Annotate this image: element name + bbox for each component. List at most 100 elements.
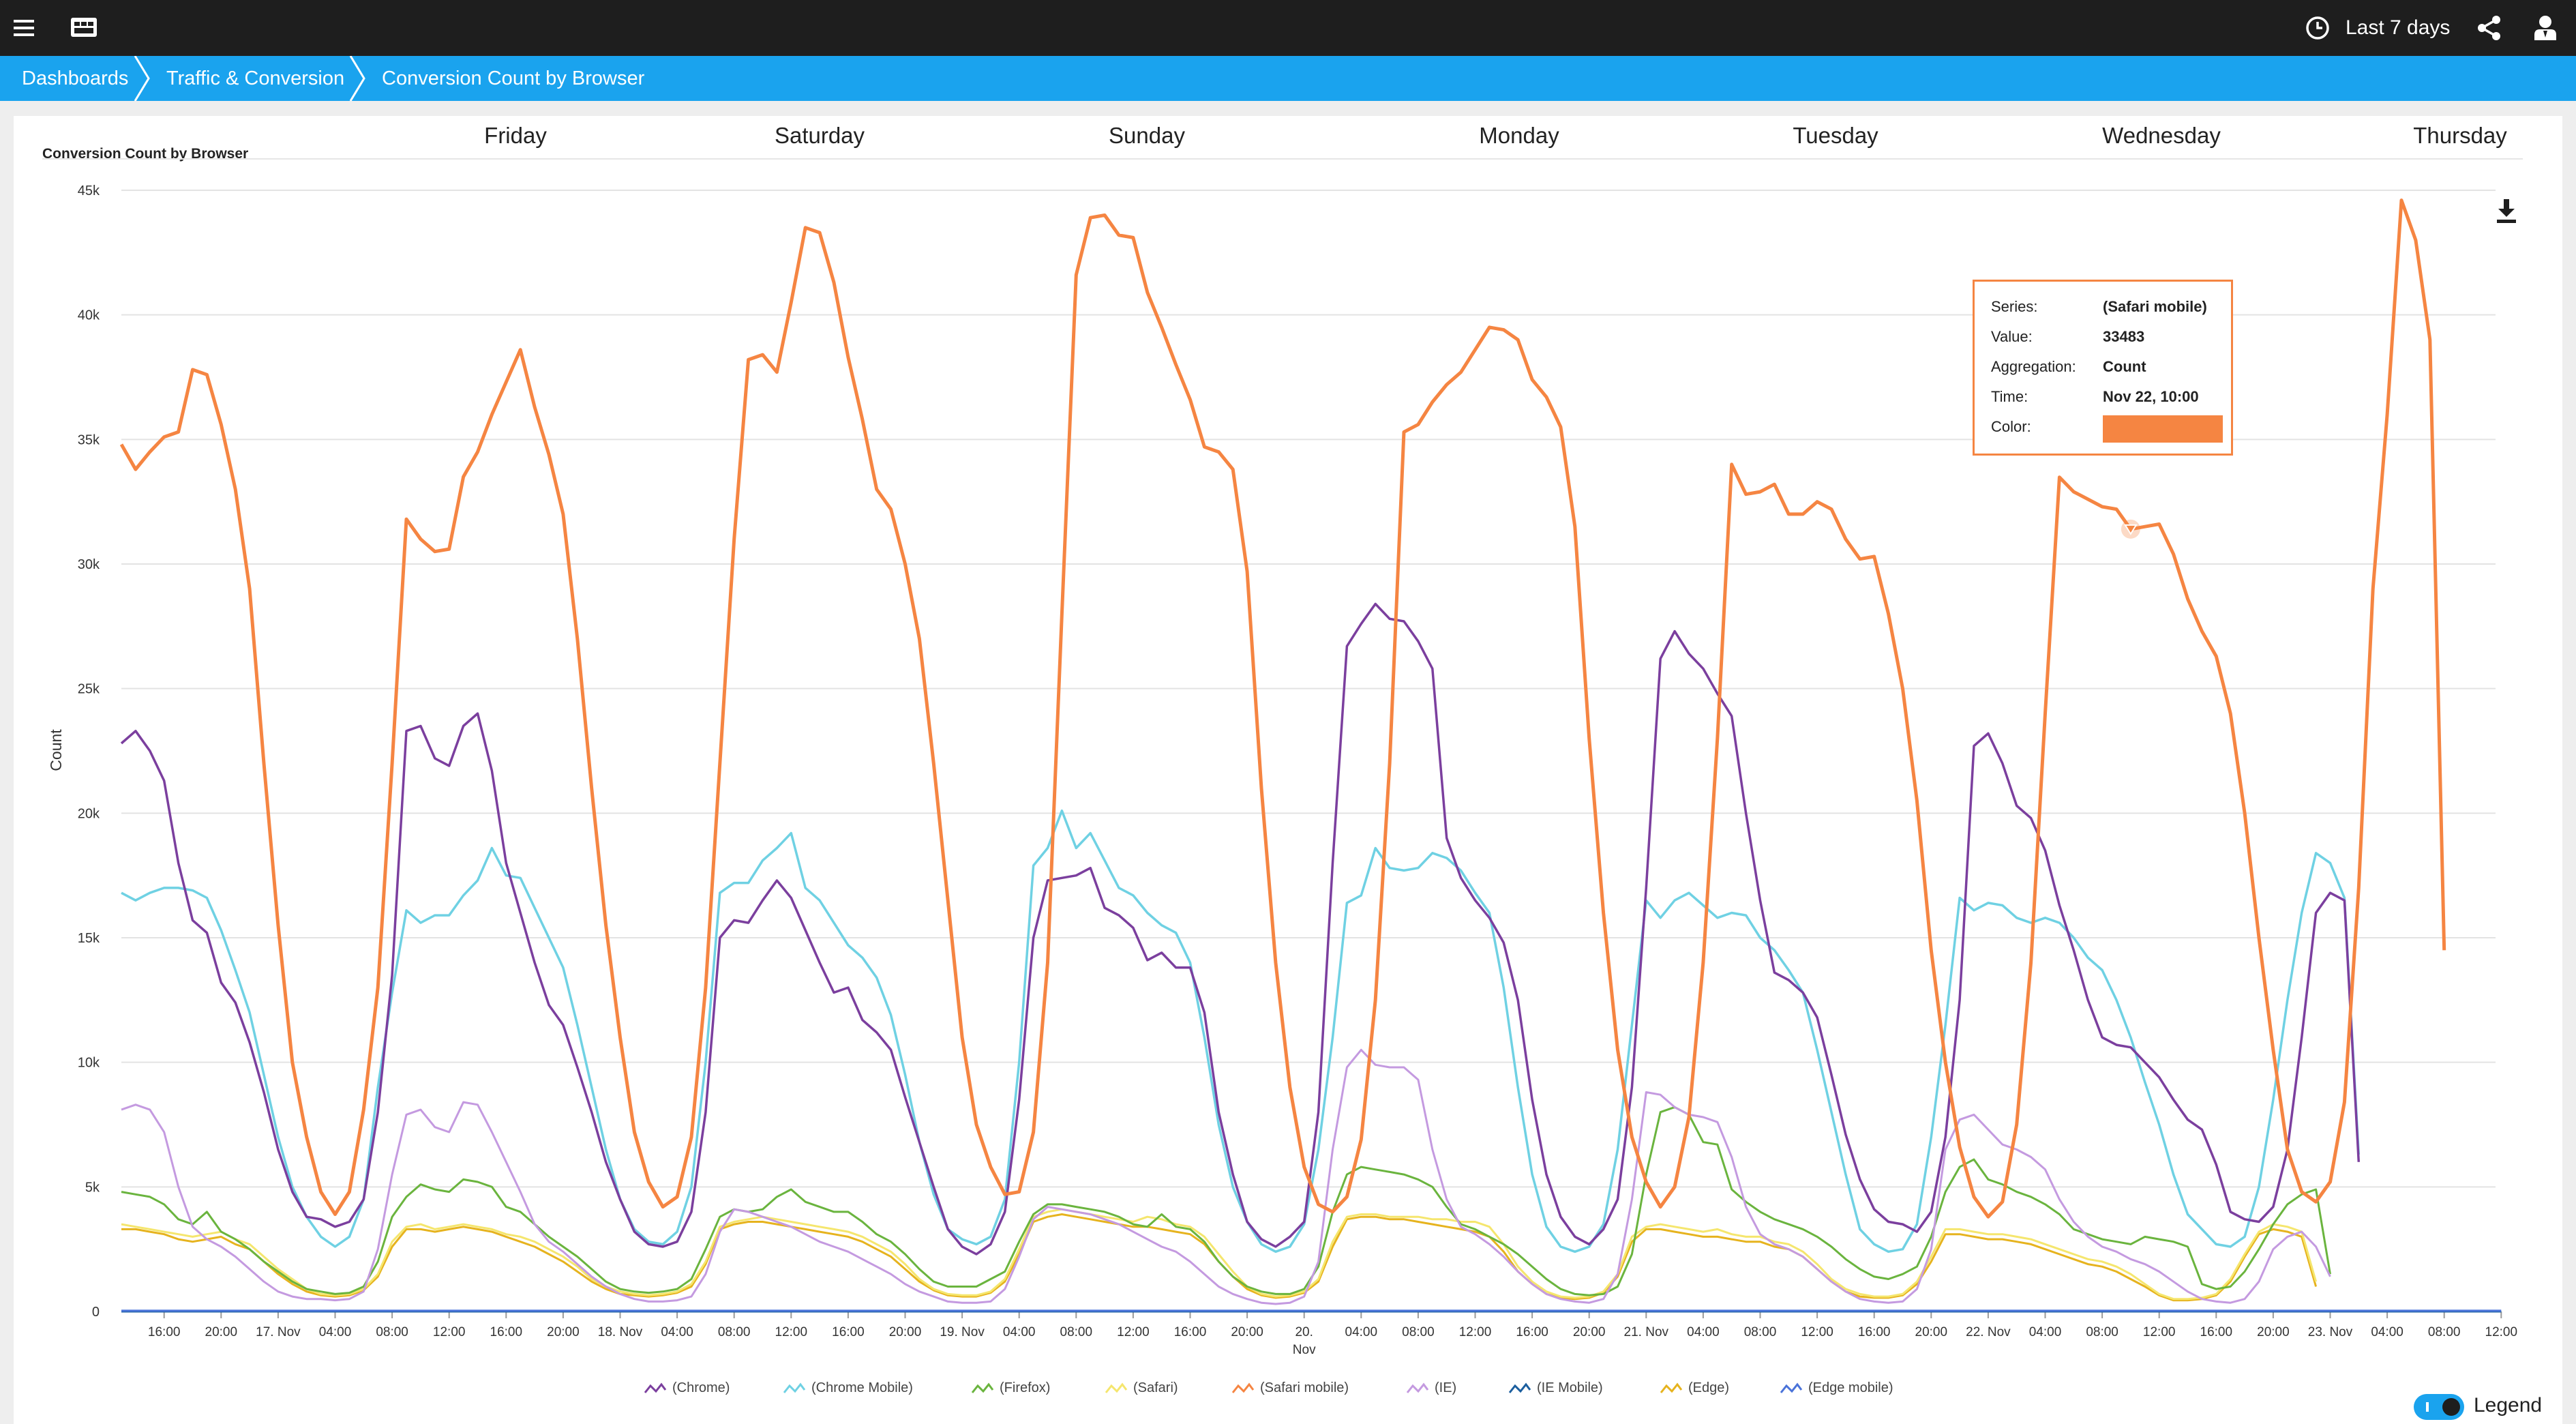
x-tick-label: 12:00: [2143, 1325, 2176, 1339]
legend-label: (Edge): [1688, 1380, 1730, 1395]
user-icon[interactable]: [2528, 11, 2562, 45]
legend-item-chrome[interactable]: (Chrome): [644, 1380, 730, 1396]
breadcrumb-current-page: Conversion Count by Browser: [382, 67, 645, 89]
tooltip-series-value: (Safari mobile): [2103, 298, 2207, 315]
breadcrumb-separators: [134, 56, 365, 101]
x-tick-label: 04:00: [2029, 1325, 2062, 1339]
legend-item-chrome-mobile[interactable]: (Chrome Mobile): [783, 1380, 913, 1396]
legend-label: (Safari mobile): [1260, 1380, 1349, 1395]
x-tick-label: 16:00: [2200, 1325, 2233, 1339]
tooltip-color-swatch: [2103, 415, 2223, 443]
x-tick-label: 12:00: [775, 1325, 808, 1339]
series-line-ie[interactable]: [121, 1048, 2331, 1305]
legend-swatch: [1508, 1382, 1531, 1393]
x-tick-label: 16:00: [1858, 1325, 1891, 1339]
legend-item-edge-mobile[interactable]: (Edge mobile): [1780, 1380, 1893, 1396]
y-tick-label: 40k: [78, 308, 100, 323]
day-header-wednesday: Wednesday: [2102, 123, 2221, 148]
x-tick-label: 20:00: [205, 1325, 238, 1339]
day-header-saturday: Saturday: [774, 123, 865, 148]
x-tick-label: 12:00: [2485, 1325, 2518, 1339]
x-tick-label: 20:00: [1573, 1325, 1606, 1339]
x-tick-label: 04:00: [1345, 1325, 1378, 1339]
y-axis-label: Count: [47, 729, 65, 771]
legend-item-ie[interactable]: (IE): [1406, 1380, 1456, 1396]
dashboard-icon[interactable]: [67, 11, 101, 45]
hover-point-marker: [2124, 524, 2138, 535]
x-tick-label: 04:00: [319, 1325, 352, 1339]
x-tick-label: 08:00: [1744, 1325, 1777, 1339]
x-tick-label: 04:00: [1003, 1325, 1036, 1339]
x-tick-label: 16:00: [148, 1325, 181, 1339]
x-tick-label: 20:00: [889, 1325, 922, 1339]
x-tick-label: 12:00: [1117, 1325, 1150, 1339]
chart-series: [119, 198, 2502, 1313]
y-axis: 0 5k 10k 15k 20k 25k 30k 35k 40k 45k: [78, 183, 100, 1320]
x-tick-label: 20:00: [1231, 1325, 1263, 1339]
series-line-chrome-mobile[interactable]: [121, 809, 2361, 1254]
x-tick-label: 18. Nov: [598, 1325, 643, 1339]
x-tick-label: 16:00: [1174, 1325, 1207, 1339]
breadcrumb-dashboards[interactable]: Dashboards: [22, 67, 129, 89]
y-tick-label: 25k: [78, 682, 100, 697]
breadcrumb-traffic-conversion[interactable]: Traffic & Conversion: [166, 67, 345, 89]
legend-item-edge[interactable]: (Edge): [1660, 1380, 1729, 1396]
legend-label: (IE Mobile): [1537, 1380, 1603, 1395]
x-tick-label: 04:00: [2371, 1325, 2403, 1339]
series-line-safari[interactable]: [121, 1208, 2318, 1301]
day-header-thursday: Thursday: [2413, 123, 2507, 148]
x-tick-label: 04:00: [661, 1325, 693, 1339]
x-tick-label: 08:00: [2428, 1325, 2461, 1339]
series-line-safari-mobile[interactable]: [119, 198, 2446, 1219]
x-tick-label: 12:00: [1459, 1325, 1492, 1339]
y-tick-label: 5k: [85, 1180, 100, 1195]
day-header-friday: Friday: [484, 123, 547, 148]
share-icon[interactable]: [2472, 11, 2506, 45]
tooltip-value-value: 33483: [2103, 328, 2145, 345]
day-header-tuesday: Tuesday: [1793, 123, 1878, 148]
legend-swatch: [644, 1382, 667, 1393]
y-tick-label: 10k: [78, 1056, 100, 1071]
legend-item-ie-mobile[interactable]: (IE Mobile): [1508, 1380, 1603, 1396]
legend-item-safari-mobile[interactable]: (Safari mobile): [1231, 1380, 1349, 1396]
day-header-sunday: Sunday: [1109, 123, 1185, 148]
x-tick-label: 08:00: [1060, 1325, 1093, 1339]
legend-toggle[interactable]: [2414, 1394, 2464, 1420]
x-tick-label: 21. Nov: [1624, 1325, 1669, 1339]
legend-item-safari[interactable]: (Safari): [1105, 1380, 1178, 1396]
x-tick-label: 08:00: [1402, 1325, 1435, 1339]
x-tick-label: 16:00: [832, 1325, 865, 1339]
legend-swatch: [1231, 1382, 1255, 1393]
legend-label: (Firefox): [1000, 1380, 1051, 1395]
breadcrumb: Dashboards Traffic & Conversion Conversi…: [0, 56, 2576, 101]
series-line-chrome[interactable]: [120, 602, 2361, 1256]
tooltip-time-label: Time:: [1991, 388, 2028, 405]
tooltip-aggregation-label: Aggregation:: [1991, 358, 2076, 375]
series-line-firefox[interactable]: [121, 1106, 2331, 1296]
tooltip-color-label: Color:: [1991, 418, 2031, 435]
legend-label: (Safari): [1133, 1380, 1178, 1395]
timeframe-label: Last 7 days: [2346, 16, 2451, 39]
clock-icon: [2306, 16, 2329, 40]
legend-swatch: [1660, 1382, 1683, 1393]
x-tick-label: 20:00: [1915, 1325, 1948, 1339]
x-tick-label: 12:00: [433, 1325, 466, 1339]
legend-label: (Edge mobile): [1808, 1380, 1893, 1395]
tooltip-aggregation-value: Count: [2103, 358, 2146, 375]
legend-swatch: [783, 1382, 806, 1393]
download-icon[interactable]: [2496, 198, 2517, 225]
tooltip-series-label: Series:: [1991, 298, 2038, 315]
legend-item-firefox[interactable]: (Firefox): [971, 1380, 1050, 1396]
top-bar: Last 7 days: [0, 0, 2576, 56]
hamburger-menu-icon[interactable]: [8, 11, 42, 45]
x-tick-label: 08:00: [2086, 1325, 2118, 1339]
tooltip-value-label: Value:: [1991, 328, 2033, 345]
x-tick-label: 20:00: [2257, 1325, 2290, 1339]
x-tick-label: 08:00: [718, 1325, 751, 1339]
timeframe-selector[interactable]: Last 7 days: [2305, 0, 2450, 56]
x-tick-label: 12:00: [1801, 1325, 1833, 1339]
legend-label: (IE): [1435, 1380, 1457, 1395]
x-tick-label: 08:00: [376, 1325, 408, 1339]
legend-swatch: [1780, 1382, 1803, 1393]
